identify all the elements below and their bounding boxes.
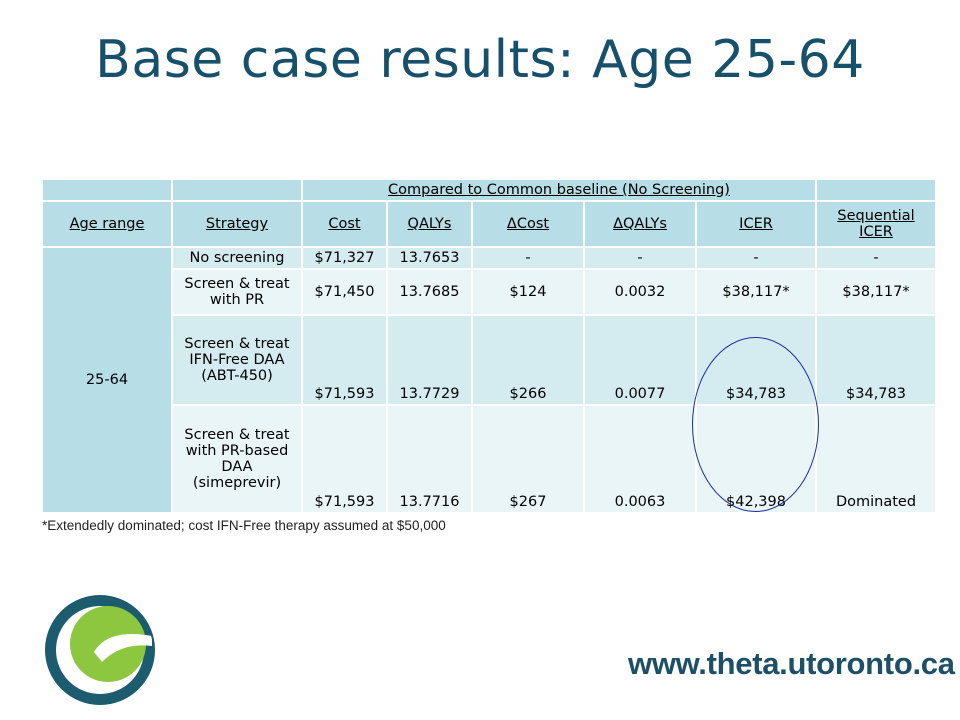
table-row: 25-64 No screening $71,327 13.7653 - - -… — [41, 246, 937, 514]
dqalys-cell: - — [583, 246, 697, 270]
dcost-cell: $266 — [471, 314, 585, 406]
sequential-icer-cell: $38,117* — [815, 268, 937, 316]
col-header-cost: Cost — [301, 200, 388, 248]
col-header-dqalys: ΔQALYs — [583, 200, 697, 248]
col-header-icer: ICER — [695, 200, 817, 248]
dcost-cell: $124 — [471, 268, 585, 316]
strategy-cell: Screen & treat with PR-based DAA (simepr… — [171, 404, 303, 514]
col-header-sequential-icer: Sequential ICER — [815, 200, 937, 248]
website-url: www.theta.utoronto.ca — [628, 646, 955, 681]
qalys-cell: 13.7685 — [386, 268, 473, 316]
qalys-cell: 13.7653 — [386, 246, 473, 270]
slide-title: Base case results: Age 25-64 — [95, 30, 865, 90]
col-header-dcost: ΔCost — [471, 200, 585, 248]
icer-cell: $38,117* — [695, 268, 817, 316]
qalys-cell: 13.7716 — [386, 404, 473, 514]
sequential-icer-cell: - — [815, 246, 937, 270]
col-header-qalys: QALYs — [386, 200, 473, 248]
table-row: Screen & treat IFN-Free DAA (ABT-450) $7… — [42, 314, 937, 406]
strategy-cell: Screen & treat IFN-Free DAA (ABT-450) — [171, 314, 303, 406]
dqalys-cell: 0.0032 — [583, 268, 697, 316]
icer-cell: - — [695, 246, 817, 270]
table-row: Screen & treat with PR $71,450 13.7685 $… — [42, 268, 937, 316]
cost-cell: $71,593 — [301, 314, 388, 406]
footnote: *Extendedly dominated; cost IFN-Free the… — [42, 518, 446, 533]
qalys-cell: 13.7729 — [386, 314, 473, 406]
sequential-icer-cell: Dominated — [815, 404, 937, 514]
dcost-cell: - — [471, 246, 585, 270]
cost-cell: $71,327 — [301, 246, 388, 270]
col-header-strategy: Strategy — [171, 200, 303, 248]
cost-cell: $71,593 — [301, 404, 388, 514]
sequential-icer-cell: $34,783 — [815, 314, 937, 406]
circle-annotation — [692, 337, 819, 512]
group-header: Compared to Common baseline (No Screenin… — [301, 178, 817, 202]
dqalys-cell: 0.0063 — [583, 404, 697, 514]
col-header-age-range: Age range — [41, 200, 173, 248]
strategy-cell: No screening — [171, 246, 303, 270]
group-header-row: Compared to Common baseline (No Screenin… — [41, 178, 937, 202]
column-header-row: Age range Strategy Cost QALYs ΔCost ΔQAL… — [41, 200, 937, 248]
dqalys-cell: 0.0077 — [583, 314, 697, 406]
strategy-cell: Screen & treat with PR — [171, 268, 303, 316]
age-range-cell: 25-64 — [41, 246, 173, 514]
dcost-cell: $267 — [471, 404, 585, 514]
cost-cell: $71,450 — [301, 268, 388, 316]
theta-logo-icon — [42, 592, 162, 712]
table-row: Screen & treat with PR-based DAA (simepr… — [42, 404, 937, 514]
results-table: Compared to Common baseline (No Screenin… — [41, 178, 937, 514]
